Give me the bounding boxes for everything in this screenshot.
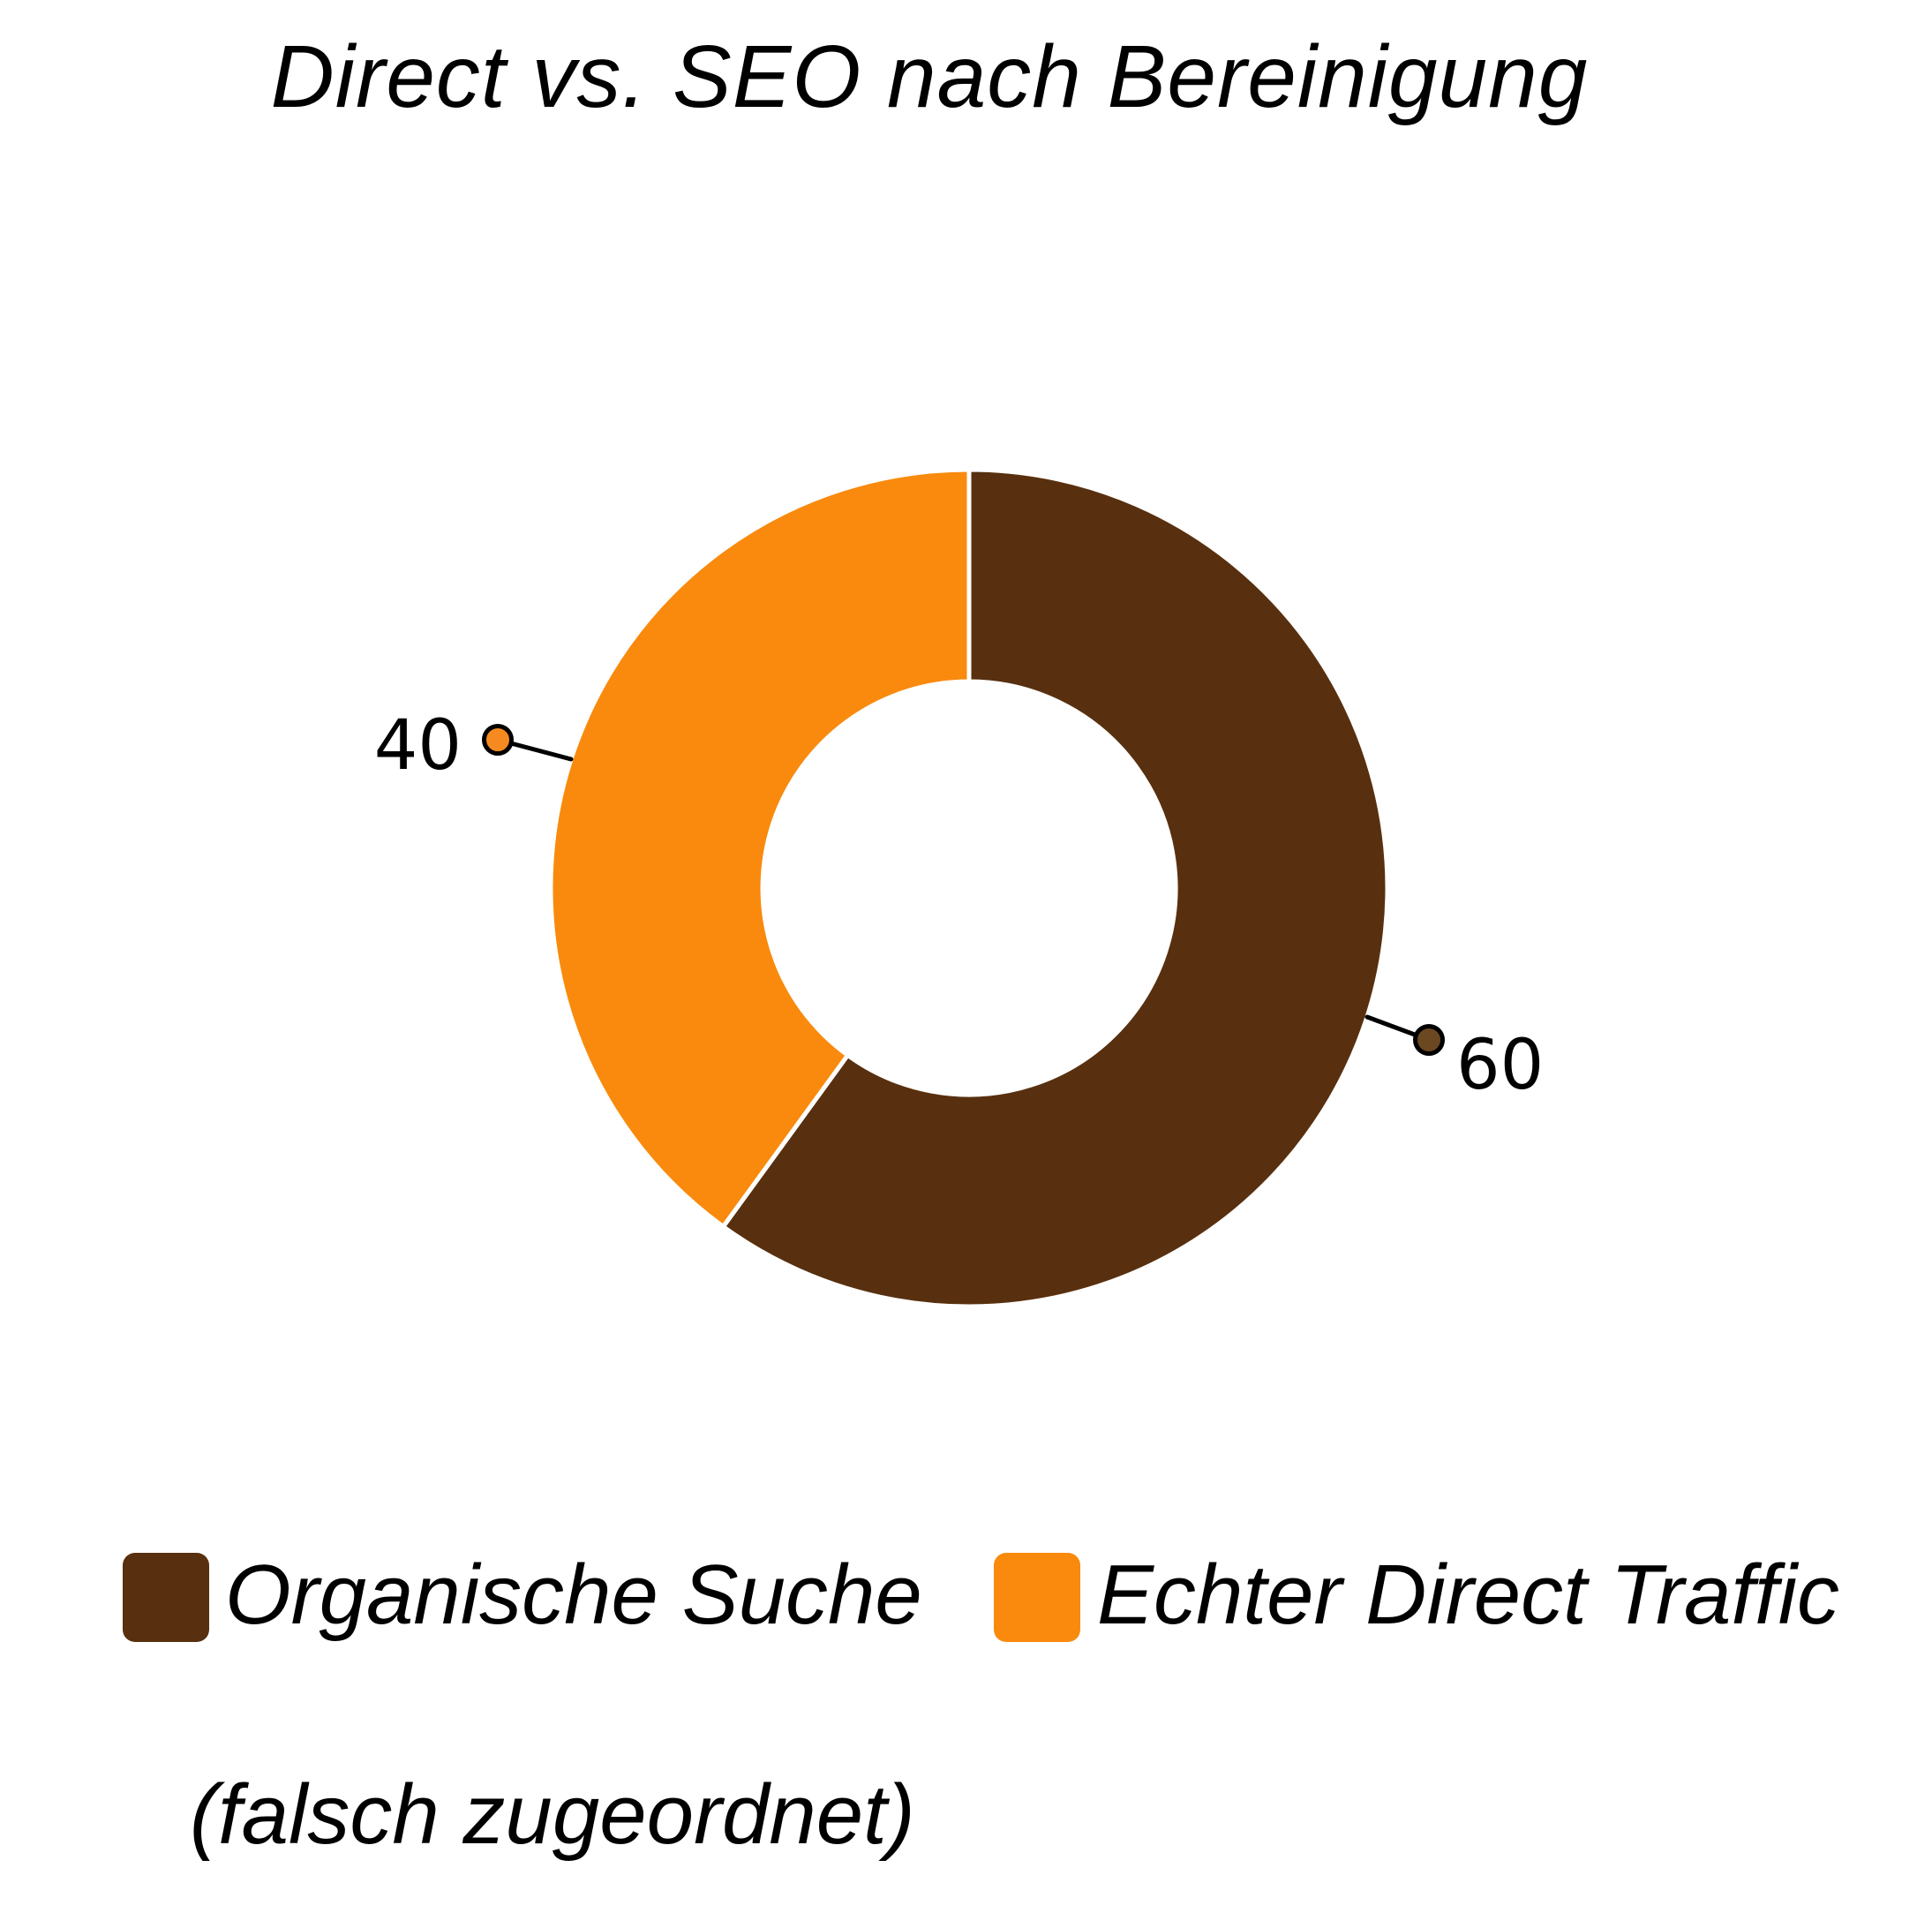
legend-label-organische-suche: Organische Suche <box>225 1548 922 1642</box>
slice-echter-direct-traffic <box>548 467 972 1229</box>
callout-value-organic: 60 <box>1456 1026 1544 1105</box>
callout-dot-organic <box>1413 1024 1445 1056</box>
slice-organische-suche <box>720 467 1390 1309</box>
legend-swatch-organische-suche <box>123 1553 209 1642</box>
chart-title: Direct vs. SEO nach Bereinigung <box>270 27 1589 126</box>
legend-swatch-echter-direct-traffic <box>994 1553 1080 1642</box>
callout-dot-direct <box>482 724 514 756</box>
legend-label-wrap-line: (falsch zugeordnet) <box>190 1767 915 1862</box>
callout-value-direct: 40 <box>374 706 462 786</box>
legend-label-echter-direct-traffic: Echter Direct Traffic <box>1097 1548 1840 1642</box>
